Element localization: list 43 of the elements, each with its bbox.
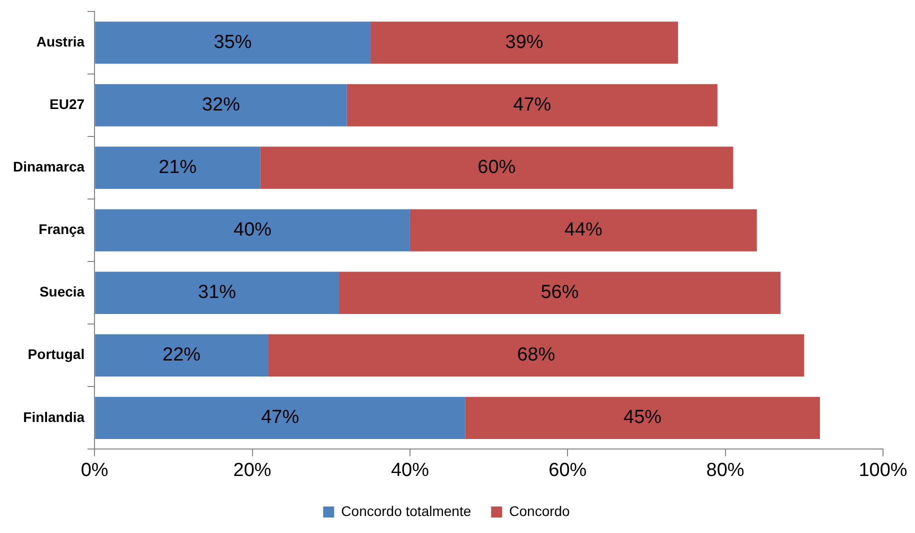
data-label: 22% xyxy=(162,344,201,366)
data-label: 39% xyxy=(505,32,544,53)
x-tick-label: 100% xyxy=(858,460,908,481)
y-tick-label: Dinamarca xyxy=(13,158,85,175)
y-tick-label: Portugal xyxy=(28,346,85,362)
x-tick-label: 60% xyxy=(548,460,587,481)
bar xyxy=(95,396,466,440)
bar xyxy=(95,84,347,126)
data-label: 35% xyxy=(214,32,252,53)
data-label: 40% xyxy=(234,220,272,241)
y-tick-label: França xyxy=(38,221,85,238)
bar xyxy=(346,84,718,126)
bar xyxy=(268,334,804,376)
data-label: 32% xyxy=(202,94,240,116)
bar xyxy=(410,209,757,252)
x-tick-label: 80% xyxy=(706,460,744,481)
data-label: 47% xyxy=(261,407,300,428)
y-tick-label: Suecia xyxy=(39,284,85,300)
legend-label: Concordo totalmente xyxy=(341,502,472,519)
bar xyxy=(95,272,339,314)
data-label: 45% xyxy=(624,407,662,428)
y-tick-label: Finlandia xyxy=(23,408,85,425)
data-label: 68% xyxy=(517,344,556,366)
bar xyxy=(95,146,260,189)
bar xyxy=(370,22,678,64)
y-tick-label: Austria xyxy=(36,34,85,50)
x-tick-label: 40% xyxy=(390,460,430,481)
x-tick-label: 20% xyxy=(233,460,272,481)
bar xyxy=(465,396,820,440)
x-tick-label: 0% xyxy=(80,460,108,481)
bar xyxy=(260,146,734,189)
bar xyxy=(95,22,371,64)
data-label: 31% xyxy=(198,282,236,304)
legend-label: Concordo xyxy=(509,502,570,519)
data-label: 60% xyxy=(478,156,516,178)
data-label: 56% xyxy=(540,282,579,304)
bar xyxy=(95,209,410,252)
data-label: 47% xyxy=(513,94,552,116)
bar xyxy=(95,334,268,376)
data-label: 44% xyxy=(564,220,603,241)
bar xyxy=(339,272,781,314)
y-tick-label: EU27 xyxy=(50,96,85,112)
data-label: 21% xyxy=(158,156,197,178)
